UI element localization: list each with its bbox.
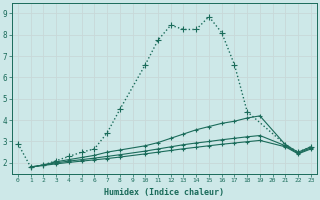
X-axis label: Humidex (Indice chaleur): Humidex (Indice chaleur) (104, 188, 224, 197)
